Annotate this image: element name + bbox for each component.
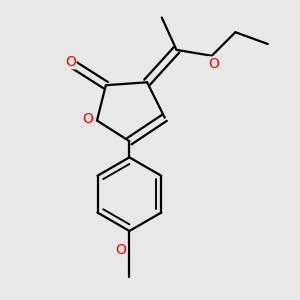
- Text: O: O: [83, 112, 94, 126]
- Text: O: O: [208, 57, 219, 71]
- Text: O: O: [65, 55, 76, 69]
- Text: O: O: [116, 243, 127, 257]
